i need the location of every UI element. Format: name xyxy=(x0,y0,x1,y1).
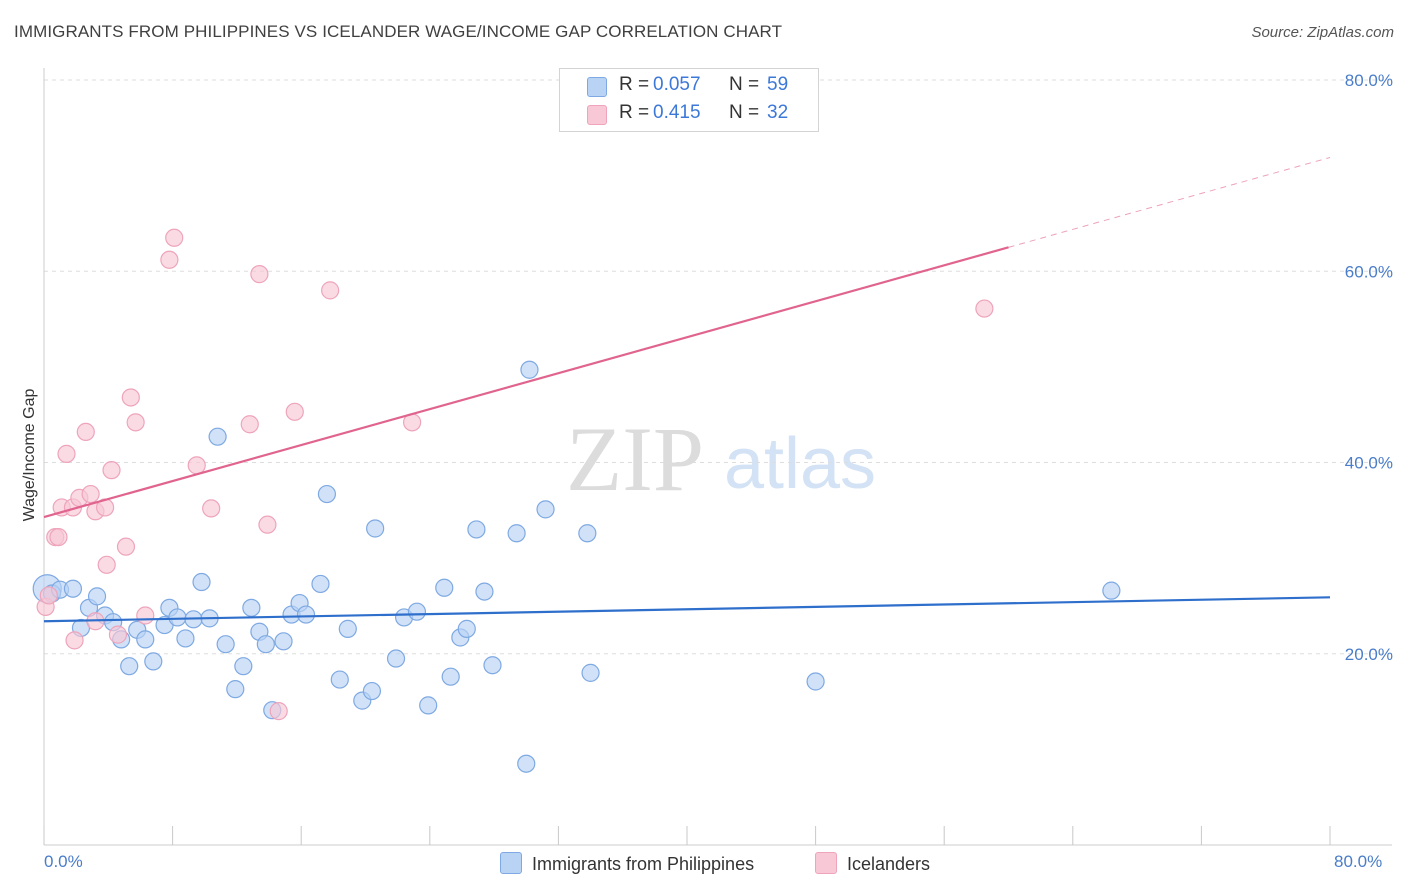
point-philippines xyxy=(63,579,83,598)
point-philippines xyxy=(457,619,476,638)
point-icelanders xyxy=(97,555,116,574)
point-philippines xyxy=(168,608,187,627)
point-philippines xyxy=(806,672,825,691)
point-philippines xyxy=(216,635,235,654)
point-icelanders xyxy=(126,413,145,432)
point-philippines xyxy=(234,657,253,676)
point-icelanders xyxy=(116,537,136,556)
point-icelanders xyxy=(65,631,84,650)
point-philippines xyxy=(507,524,526,543)
point-philippines xyxy=(362,681,382,701)
point-icelanders xyxy=(321,281,340,300)
point-philippines xyxy=(407,602,427,621)
point-philippines xyxy=(144,652,163,671)
y-tick-label: 80.0% xyxy=(1345,71,1393,90)
point-philippines xyxy=(256,635,275,654)
legend-r-value: 0.415 xyxy=(653,102,701,123)
legend-swatch-philippines xyxy=(587,77,607,97)
point-philippines xyxy=(441,667,460,686)
point-philippines xyxy=(517,754,536,773)
point-philippines xyxy=(226,680,245,699)
point-philippines xyxy=(578,524,597,543)
point-philippines xyxy=(1102,581,1121,600)
point-icelanders xyxy=(975,299,994,318)
bottom-legend-icelanders: Icelanders xyxy=(815,852,930,875)
point-philippines xyxy=(475,582,494,601)
bottom-legend-swatch-icelanders xyxy=(815,852,837,874)
point-icelanders xyxy=(285,402,304,421)
point-philippines xyxy=(386,649,406,668)
legend-r-value: 0.057 xyxy=(653,74,701,95)
point-philippines xyxy=(311,574,330,594)
point-philippines xyxy=(274,632,293,651)
point-icelanders xyxy=(187,456,206,475)
point-icelanders xyxy=(258,515,277,534)
watermark-zip: ZIP xyxy=(566,408,704,510)
legend-r-label: R = xyxy=(619,74,650,95)
point-icelanders xyxy=(39,586,58,605)
correlation-legend: R = 0.057 N = 59 R = 0.415 N = 32 xyxy=(559,68,819,132)
point-icelanders xyxy=(160,250,179,269)
point-icelanders xyxy=(202,499,221,518)
x-tick-label-max: 80.0% xyxy=(1334,852,1383,871)
point-philippines xyxy=(520,360,539,379)
point-philippines xyxy=(87,587,107,606)
point-philippines xyxy=(317,484,337,504)
point-icelanders xyxy=(240,415,259,434)
point-philippines xyxy=(242,598,261,617)
point-icelanders xyxy=(165,228,184,247)
legend-n-value: 59 xyxy=(767,74,789,95)
point-icelanders xyxy=(136,606,155,625)
point-philippines xyxy=(120,657,139,676)
y-tick-label: 60.0% xyxy=(1345,262,1393,281)
point-icelanders xyxy=(121,388,140,407)
point-philippines xyxy=(338,619,357,638)
point-philippines xyxy=(581,663,600,682)
point-icelanders xyxy=(250,265,269,284)
point-philippines xyxy=(136,630,155,649)
point-philippines xyxy=(435,578,454,597)
point-icelanders xyxy=(81,484,100,504)
point-philippines xyxy=(536,500,555,519)
point-icelanders xyxy=(108,625,128,644)
point-philippines xyxy=(330,670,349,689)
legend-n-label: N = xyxy=(729,74,760,95)
legend-n-value: 32 xyxy=(767,102,789,123)
x-tick-label-min: 0.0% xyxy=(44,852,83,871)
bottom-legend-philippines: Immigrants from Philippines xyxy=(500,852,754,875)
point-icelanders xyxy=(49,527,68,547)
source-label: Source: ZipAtlas.com xyxy=(1251,24,1394,41)
y-tick-label: 20.0% xyxy=(1345,645,1393,664)
point-icelanders xyxy=(269,702,288,721)
bottom-legend-label-philippines: Immigrants from Philippines xyxy=(532,854,755,874)
point-philippines xyxy=(192,572,211,592)
chart-title: IMMIGRANTS FROM PHILIPPINES VS ICELANDER… xyxy=(14,22,783,41)
point-philippines xyxy=(366,519,385,538)
point-icelanders xyxy=(76,422,95,441)
point-icelanders xyxy=(57,444,76,463)
point-philippines xyxy=(467,520,486,539)
watermark-atlas: atlas xyxy=(724,424,876,504)
point-philippines xyxy=(483,656,502,675)
bottom-legend-label-icelanders: Icelanders xyxy=(847,854,931,874)
point-philippines xyxy=(208,427,227,446)
point-philippines xyxy=(176,629,195,648)
bottom-legend-swatch-philippines xyxy=(500,852,522,874)
legend-r-label: R = xyxy=(619,102,650,123)
legend-n-label: N = xyxy=(729,102,760,123)
trend-line-philippines xyxy=(43,596,1331,623)
point-icelanders xyxy=(102,461,121,480)
trend-line-icelanders-extension xyxy=(1008,156,1331,248)
trend-line-icelanders xyxy=(43,246,1009,519)
point-philippines xyxy=(419,696,438,715)
y-tick-label: 40.0% xyxy=(1345,454,1393,473)
legend-swatch-icelanders xyxy=(587,105,607,125)
point-philippines xyxy=(296,605,316,624)
